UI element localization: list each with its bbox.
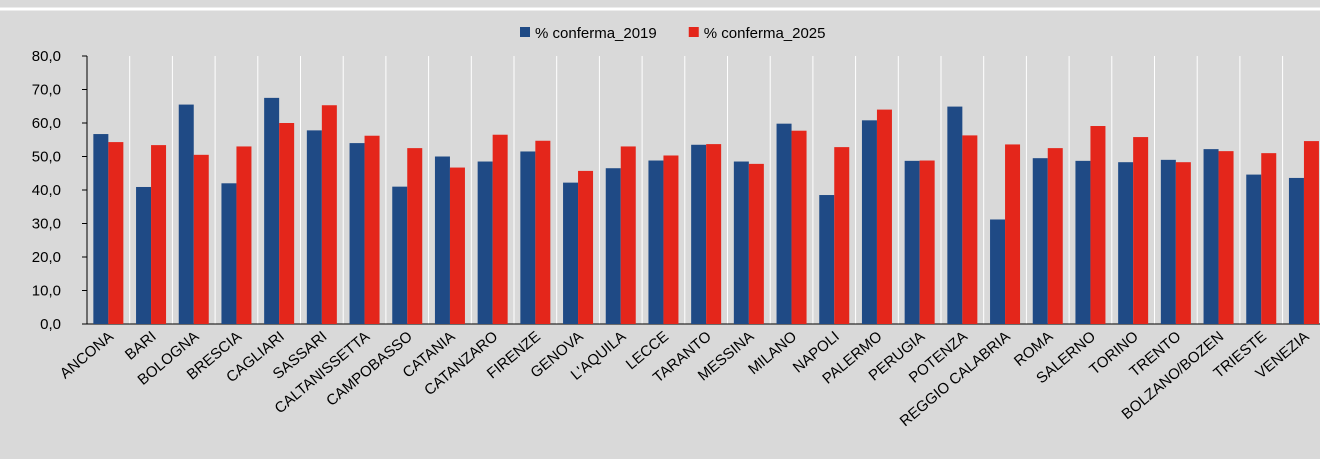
bar — [477, 161, 493, 324]
legend-swatch — [688, 27, 699, 37]
y-tick-label: 50,0 — [32, 149, 61, 166]
bar — [93, 134, 109, 324]
bar — [1288, 177, 1304, 324]
bar — [1175, 162, 1191, 324]
bar — [279, 123, 295, 324]
bar — [904, 160, 920, 324]
bar — [449, 167, 465, 324]
bar — [178, 104, 194, 324]
bar — [861, 120, 877, 324]
bar — [947, 106, 963, 325]
bar — [1246, 174, 1262, 324]
bar — [1005, 144, 1021, 324]
bar — [1160, 159, 1176, 324]
bar — [876, 109, 892, 324]
bar — [1203, 149, 1219, 324]
y-tick-label: 40,0 — [32, 182, 61, 199]
bar — [1261, 153, 1277, 324]
y-tick-label: 70,0 — [32, 82, 61, 99]
bar — [108, 142, 124, 324]
bar — [1047, 148, 1063, 324]
y-tick-label: 80,0 — [32, 48, 61, 65]
bar — [221, 183, 237, 324]
y-tick-label: 20,0 — [32, 249, 61, 266]
legend-label: % conferma_2025 — [704, 25, 826, 42]
bar — [748, 163, 764, 324]
y-tick-label: 60,0 — [32, 115, 61, 132]
bar — [535, 140, 551, 324]
bar — [236, 146, 252, 324]
bar — [605, 168, 621, 324]
bar — [1303, 141, 1319, 324]
bar — [733, 161, 749, 324]
bar — [1075, 160, 1091, 324]
bar — [136, 186, 152, 324]
bar — [648, 160, 664, 324]
bar — [791, 130, 807, 324]
bar — [620, 146, 636, 324]
bar — [1133, 137, 1149, 324]
legend-item: % conferma_2019 — [520, 25, 657, 42]
bar — [1032, 158, 1048, 324]
legend-item: % conferma_2025 — [688, 25, 826, 42]
bar — [264, 97, 280, 324]
bar — [193, 154, 209, 324]
bar — [434, 156, 450, 324]
bar — [578, 170, 594, 324]
bar — [349, 143, 365, 324]
legend-swatch — [520, 27, 530, 37]
bar — [1118, 162, 1134, 324]
y-tick-label: 0,0 — [40, 316, 61, 333]
bar — [990, 219, 1006, 324]
bar — [1218, 151, 1234, 324]
bar — [1090, 126, 1106, 324]
bar — [563, 182, 579, 324]
bar — [492, 134, 508, 324]
bar — [321, 105, 337, 325]
bar — [392, 186, 408, 324]
bar — [919, 160, 935, 324]
bar — [819, 195, 835, 324]
bar — [663, 155, 679, 324]
y-tick-label: 30,0 — [32, 216, 61, 233]
bar — [776, 123, 792, 324]
bar — [834, 147, 850, 324]
bar — [520, 151, 536, 324]
bar — [364, 135, 380, 324]
bar — [306, 130, 322, 324]
bar — [962, 135, 978, 324]
bar — [691, 144, 707, 324]
legend-label: % conferma_2019 — [535, 25, 657, 42]
bar — [151, 145, 167, 324]
bar — [706, 144, 722, 324]
y-tick-label: 10,0 — [32, 283, 61, 300]
bar — [407, 148, 423, 324]
